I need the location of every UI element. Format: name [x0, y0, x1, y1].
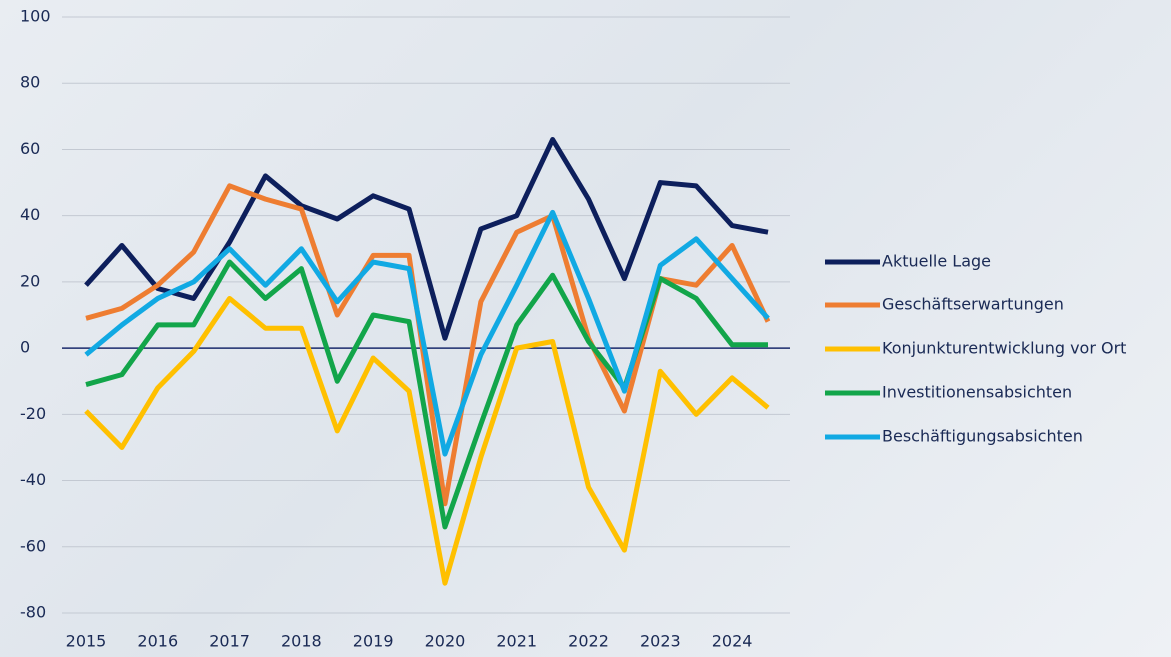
- legend-label: Investitionensabsichten: [882, 383, 1072, 402]
- y-tick-label: -60: [20, 536, 46, 555]
- series-line: [85, 183, 771, 507]
- legend-label: Beschäftigungsabsichten: [882, 427, 1083, 446]
- series-line: [84, 137, 769, 341]
- x-tick-label: 2022: [568, 632, 609, 651]
- y-tick-label: -40: [20, 470, 46, 489]
- series-line: [84, 295, 770, 586]
- y-tick-label: 0: [20, 338, 30, 357]
- y-tick-label: 40: [20, 205, 40, 224]
- y-tick-label: 60: [20, 139, 40, 158]
- series-line: [85, 259, 768, 530]
- legend-label: Geschäftserwartungen: [882, 295, 1064, 314]
- x-tick-label: 2021: [496, 632, 537, 651]
- x-tick-label: 2015: [66, 632, 107, 651]
- y-tick-label: -80: [20, 603, 46, 622]
- x-tick-label: 2020: [425, 632, 466, 651]
- x-tick-label: 2018: [281, 632, 322, 651]
- y-tick-label: 80: [20, 73, 40, 92]
- y-tick-label: 100: [20, 7, 51, 26]
- x-tick-label: 2019: [353, 632, 394, 651]
- x-tick-label: 2017: [209, 632, 250, 651]
- x-tick-label: 2023: [640, 632, 681, 651]
- x-tick-label: 2016: [137, 632, 178, 651]
- y-tick-label: 20: [20, 271, 40, 290]
- legend-label: Konjunkturentwicklung vor Ort: [882, 339, 1126, 358]
- legend-label: Aktuelle Lage: [882, 252, 991, 271]
- y-tick-label: -20: [20, 404, 46, 423]
- series-line: [84, 209, 770, 457]
- x-tick-label: 2024: [712, 632, 753, 651]
